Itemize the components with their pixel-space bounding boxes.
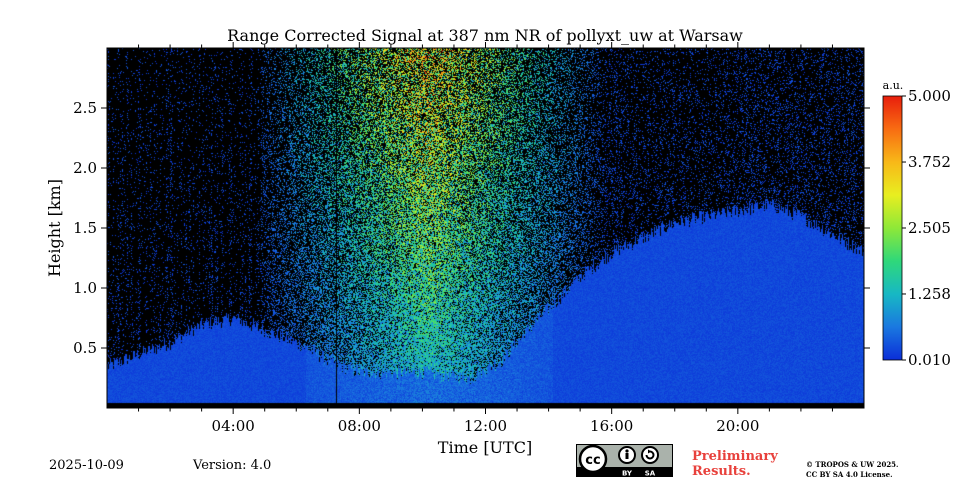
cc-license-badge: cc BY SA xyxy=(576,444,673,477)
copyright-line-1: © TROPOS & UW 2025. xyxy=(806,460,899,469)
colorbar-ticks: 0.010 1.258 2.505 3.752 5.000 xyxy=(902,87,951,369)
colorbar xyxy=(882,95,903,361)
colorbar-tick-label: 5.000 xyxy=(908,87,951,105)
x-tick-label: 12:00 xyxy=(464,417,507,435)
x-axis: 04:00 08:00 12:00 16:00 20:00 xyxy=(138,42,833,435)
y-tick-label: 2.5 xyxy=(73,99,97,117)
footer-date: 2025-10-09 xyxy=(49,458,124,473)
y-axis: 0.5 1.0 1.5 2.0 2.5 xyxy=(73,99,870,357)
y-tick-label: 1.0 xyxy=(73,279,97,297)
preliminary-results-note: Preliminary Results. xyxy=(692,449,778,479)
x-tick-label: 08:00 xyxy=(338,417,381,435)
copyright-line-2: CC BY SA 4.0 License. xyxy=(806,470,893,479)
preliminary-line-1: Preliminary xyxy=(692,449,778,464)
share-alike-icon xyxy=(641,446,659,464)
by-text: BY xyxy=(622,470,633,478)
cc-text: cc xyxy=(585,453,600,468)
x-tick-label: 04:00 xyxy=(212,417,255,435)
x-tick-label: 20:00 xyxy=(716,417,759,435)
footer-version: Version: 4.0 xyxy=(193,458,272,473)
y-tick-label: 0.5 xyxy=(73,339,97,357)
x-tick-label: 16:00 xyxy=(590,417,633,435)
copyright-note: © TROPOS & UW 2025. CC BY SA 4.0 License… xyxy=(806,460,899,480)
colorbar-unit-label: a.u. xyxy=(883,79,904,92)
preliminary-line-2: Results. xyxy=(692,464,751,479)
y-tick-label: 1.5 xyxy=(73,219,97,237)
colorbar-tick-label: 3.752 xyxy=(908,153,951,171)
colorbar-tick-label: 2.505 xyxy=(908,219,951,237)
colorbar-tick-label: 1.258 xyxy=(908,285,951,303)
y-axis-label: Height [km] xyxy=(45,179,64,277)
chart-title: Range Corrected Signal at 387 nm NR of p… xyxy=(227,26,743,45)
signal-heatmap xyxy=(107,48,864,408)
cc-logo-icon: cc BY SA xyxy=(576,444,673,477)
sa-text: SA xyxy=(645,470,656,478)
x-axis-label: Time [UTC] xyxy=(438,438,532,457)
plot-area xyxy=(107,48,864,408)
y-tick-label: 2.0 xyxy=(73,159,97,177)
colorbar-tick-label: 0.010 xyxy=(908,351,951,369)
